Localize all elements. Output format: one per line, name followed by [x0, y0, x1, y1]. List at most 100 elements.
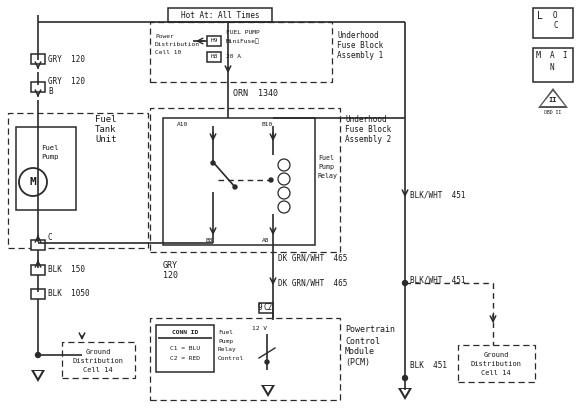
Text: 120: 120 — [163, 271, 178, 279]
Text: GRY  120: GRY 120 — [48, 55, 85, 64]
Text: ORN  1340: ORN 1340 — [233, 89, 278, 98]
Text: H8: H8 — [210, 55, 218, 60]
Bar — [16, 127, 76, 210]
Text: Fuse Block: Fuse Block — [337, 40, 383, 49]
Text: Relay: Relay — [318, 173, 338, 179]
Text: O: O — [553, 11, 557, 20]
Bar — [31, 289, 45, 299]
Bar — [156, 325, 214, 372]
Text: BLK  451: BLK 451 — [410, 361, 447, 370]
Text: Fuel: Fuel — [41, 145, 59, 151]
Text: Cell 14: Cell 14 — [83, 367, 113, 373]
Text: Cell 10: Cell 10 — [155, 49, 181, 55]
Text: Assembly 2: Assembly 2 — [345, 135, 392, 144]
Bar — [458, 345, 535, 382]
Text: Unit: Unit — [95, 135, 117, 144]
Text: GRY  120: GRY 120 — [48, 78, 85, 86]
Polygon shape — [264, 386, 272, 393]
Bar — [533, 8, 573, 38]
Bar — [31, 54, 45, 64]
Text: C2 = RED: C2 = RED — [170, 357, 200, 361]
Text: Fuel: Fuel — [318, 155, 334, 161]
Polygon shape — [538, 88, 568, 108]
Text: CONN ID: CONN ID — [172, 330, 198, 335]
Text: Powertrain: Powertrain — [345, 326, 395, 335]
Text: I: I — [562, 51, 567, 60]
Circle shape — [211, 161, 215, 165]
Text: Underhood: Underhood — [345, 115, 387, 124]
Text: Module: Module — [345, 348, 375, 357]
Bar — [150, 318, 340, 400]
Text: II: II — [549, 97, 557, 103]
Text: Pump: Pump — [218, 339, 233, 344]
Text: A10: A10 — [177, 122, 189, 127]
Bar — [163, 118, 315, 245]
Text: Assembly 1: Assembly 1 — [337, 51, 383, 60]
Text: Ground: Ground — [483, 352, 509, 358]
Bar — [259, 303, 273, 313]
Text: C: C — [48, 233, 53, 242]
Text: C2: C2 — [264, 304, 273, 313]
Circle shape — [269, 178, 273, 182]
Text: DK GRN/WHT  465: DK GRN/WHT 465 — [278, 253, 347, 262]
Bar — [31, 240, 45, 250]
Text: Power: Power — [155, 33, 174, 38]
Text: OBD II: OBD II — [545, 109, 561, 115]
Bar — [207, 52, 221, 62]
Text: 12 V: 12 V — [252, 326, 267, 330]
Text: C: C — [553, 22, 557, 31]
Text: Hot At: All Times: Hot At: All Times — [181, 11, 259, 20]
Text: DK GRN/WHT  465: DK GRN/WHT 465 — [278, 279, 347, 288]
Bar — [62, 342, 135, 378]
Text: Ground: Ground — [85, 349, 111, 355]
Text: GRY: GRY — [163, 260, 178, 270]
Circle shape — [233, 185, 237, 189]
Text: Fuse Block: Fuse Block — [345, 126, 392, 135]
Text: Pump: Pump — [41, 154, 59, 160]
Text: (PCM): (PCM) — [345, 359, 370, 368]
Polygon shape — [541, 91, 565, 106]
Text: Distribution: Distribution — [470, 361, 521, 367]
Text: N: N — [550, 64, 554, 73]
Circle shape — [265, 360, 269, 364]
Text: B10: B10 — [262, 122, 273, 127]
Bar — [150, 108, 340, 252]
Text: Control: Control — [218, 357, 244, 361]
Text: M: M — [30, 177, 37, 187]
Text: H9: H9 — [210, 38, 218, 44]
Polygon shape — [398, 388, 412, 400]
Polygon shape — [31, 370, 45, 382]
Bar — [207, 36, 221, 46]
Text: A: A — [550, 51, 554, 60]
Text: B8: B8 — [205, 237, 212, 242]
Bar — [31, 265, 45, 275]
Text: Pump: Pump — [318, 164, 334, 170]
Circle shape — [403, 375, 408, 381]
Text: Cell 14: Cell 14 — [481, 370, 511, 376]
Text: BLK  1050: BLK 1050 — [48, 290, 90, 299]
Polygon shape — [401, 389, 409, 396]
Text: 9: 9 — [257, 304, 262, 313]
Text: MiniFuseⒶ: MiniFuseⒶ — [226, 38, 260, 44]
Text: C1 = BLU: C1 = BLU — [170, 346, 200, 350]
Text: BLK  150: BLK 150 — [48, 266, 85, 275]
Polygon shape — [261, 385, 275, 397]
Text: Fuel: Fuel — [218, 330, 233, 335]
Circle shape — [35, 353, 41, 357]
Text: Relay: Relay — [218, 348, 237, 353]
Polygon shape — [34, 371, 42, 378]
Text: 20 A: 20 A — [226, 55, 241, 60]
Bar — [168, 8, 272, 22]
Text: A8: A8 — [262, 237, 270, 242]
Circle shape — [403, 281, 408, 286]
Bar — [150, 22, 332, 82]
Text: FUEL PUMP: FUEL PUMP — [226, 31, 260, 35]
Bar — [31, 82, 45, 92]
Text: Control: Control — [345, 337, 380, 346]
Text: Fuel: Fuel — [95, 115, 117, 124]
Bar — [533, 48, 573, 82]
Text: Tank: Tank — [95, 126, 117, 135]
Text: B: B — [48, 87, 53, 97]
Text: Distribution: Distribution — [72, 358, 124, 364]
Text: Underhood: Underhood — [337, 31, 379, 40]
